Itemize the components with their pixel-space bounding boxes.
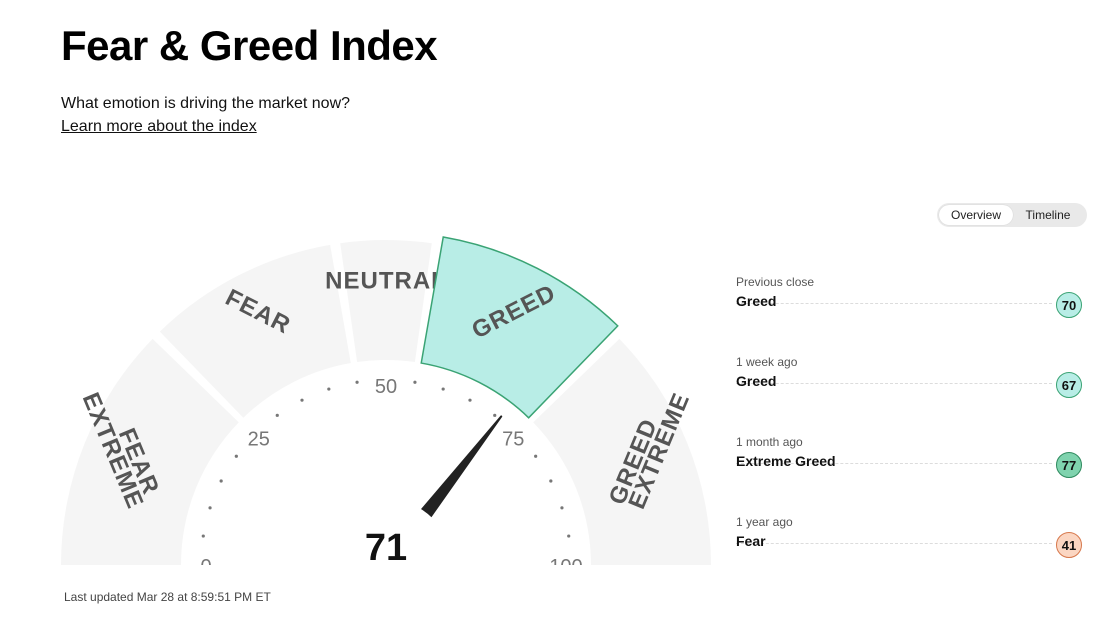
history-label: 1 year ago xyxy=(736,515,793,529)
gauge-tick-label: 50 xyxy=(375,376,397,398)
gauge-tick-dot xyxy=(413,380,417,384)
history-list: Previous close Greed 70 1 week ago Greed… xyxy=(736,270,1086,590)
gauge-tick-dot xyxy=(234,454,238,458)
gauge-tick-dot xyxy=(441,387,445,391)
history-label: 1 week ago xyxy=(736,355,798,369)
history-rating: Greed xyxy=(736,373,777,389)
gauge-tick-dot xyxy=(355,380,359,384)
gauge-segment xyxy=(420,236,619,419)
gauge-tick-dot xyxy=(534,454,538,458)
timeline-tab[interactable]: Timeline xyxy=(1025,208,1071,222)
history-rating: Extreme Greed xyxy=(736,453,836,469)
gauge-segment xyxy=(340,239,432,363)
history-rating: Fear xyxy=(736,533,766,549)
gauge-tick-dot xyxy=(493,413,497,417)
history-value-badge: 77 xyxy=(1056,452,1082,478)
gauge-tick-dot xyxy=(560,506,564,510)
view-toggle: Overview Timeline xyxy=(937,203,1087,227)
gauge-tick-label: 25 xyxy=(248,429,270,451)
history-item: 1 year ago Fear 41 xyxy=(736,510,1086,590)
history-value-badge: 67 xyxy=(1056,372,1082,398)
gauge-tick-dot xyxy=(300,398,304,402)
gauge-tick-dot xyxy=(549,479,553,483)
learn-more-link[interactable]: Learn more about the index xyxy=(61,118,257,135)
gauge-tick-dot xyxy=(468,398,472,402)
gauge-tick-label: 75 xyxy=(502,429,524,451)
gauge-tick-dot xyxy=(208,506,212,510)
overview-tab[interactable]: Overview xyxy=(939,205,1013,225)
gauge-tick-dot xyxy=(219,479,223,483)
history-item: Previous close Greed 70 xyxy=(736,270,1086,350)
last-updated: Last updated Mar 28 at 8:59:51 PM ET xyxy=(64,590,271,604)
history-rating: Greed xyxy=(736,293,777,309)
gauge-segment xyxy=(61,338,239,565)
page-title: Fear & Greed Index xyxy=(61,22,438,69)
gauge-tick-dot xyxy=(201,534,205,538)
history-label: Previous close xyxy=(736,275,815,289)
gauge-tick-dot xyxy=(567,534,571,538)
history-label: 1 month ago xyxy=(736,435,803,449)
history-value-badge: 70 xyxy=(1056,292,1082,318)
gauge-segment xyxy=(159,244,351,418)
gauge-value: 71 xyxy=(365,527,407,569)
segment-label: NEUTRAL xyxy=(325,267,447,294)
history-item: 1 month ago Extreme Greed 77 xyxy=(736,430,1086,510)
gauge-segment xyxy=(533,338,711,565)
page-subtitle: What emotion is driving the market now? xyxy=(61,95,351,112)
history-value-badge: 41 xyxy=(1056,532,1082,558)
gauge-tick-dot xyxy=(327,387,331,391)
history-item: 1 week ago Greed 67 xyxy=(736,350,1086,430)
gauge-tick-dot xyxy=(275,413,279,417)
